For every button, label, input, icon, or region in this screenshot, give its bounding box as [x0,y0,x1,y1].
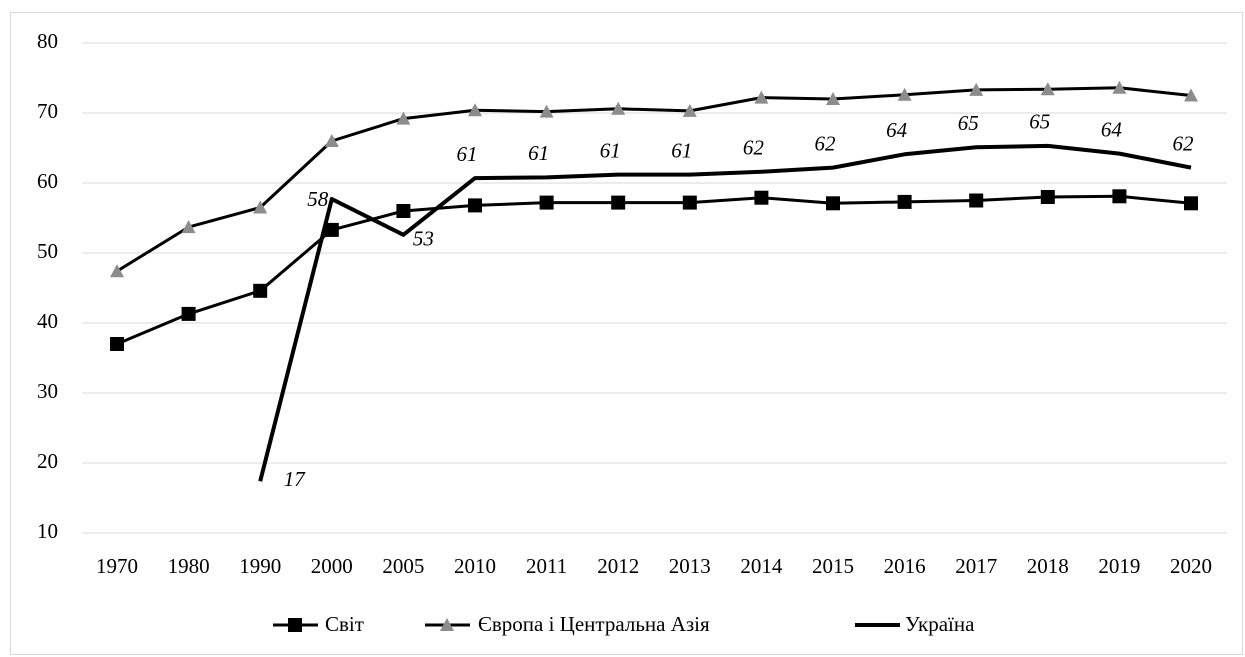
marker [110,264,124,278]
marker [826,196,840,211]
x-tick-label: 2020 [1170,554,1212,578]
x-tick-label: 2010 [454,554,496,578]
legend-label: Світ [325,612,364,636]
data-label: 61 [457,142,478,166]
x-tick-label: 2012 [597,554,639,578]
x-tick-label: 2017 [955,554,997,578]
y-tick-label: 30 [37,379,58,403]
x-tick-label: 2016 [884,554,926,578]
x-tick-label: 2011 [526,554,567,578]
series-line [116,86,1192,273]
marker [539,195,554,210]
marker [181,220,196,234]
marker [682,195,697,210]
x-tick-label: 1970 [96,554,138,578]
marker [324,222,339,237]
marker [1112,189,1127,204]
data-label: 64 [886,118,908,142]
marker [754,190,769,205]
y-tick-label: 10 [37,519,58,543]
marker [324,134,339,147]
marker [611,195,626,210]
y-tick-label: 50 [37,239,58,263]
x-tick-label: 2018 [1027,554,1069,578]
x-tick-label: 1990 [239,554,281,578]
x-tick-label: 2015 [812,554,854,578]
marker [754,90,769,104]
data-label: 65 [1029,110,1050,134]
marker [1112,80,1127,94]
marker [253,200,268,214]
data-label: 53 [413,227,434,251]
x-tick-label: 1980 [168,554,210,578]
data-label: 17 [284,467,307,491]
marker [396,111,411,125]
data-label: 62 [743,136,765,160]
data-label: 58 [307,187,329,211]
data-label: 65 [958,111,979,135]
marker [468,198,482,213]
legend-marker [440,618,454,631]
y-tick-label: 20 [37,449,58,473]
y-tick-label: 70 [37,99,58,123]
y-tick-label: 40 [37,309,58,333]
series-line [116,194,1192,346]
x-tick-label: 2013 [669,554,711,578]
x-tick-label: 2019 [1098,554,1140,578]
marker [396,204,411,218]
marker [826,92,840,105]
legend-label: Європа і Центральна Азія [478,612,710,636]
chart-border [10,12,1243,655]
data-label: 62 [815,131,837,155]
marker [253,283,268,298]
marker [969,193,984,208]
x-tick-label: 2005 [382,554,424,578]
data-label: 61 [600,138,621,162]
marker [1184,196,1198,211]
marker [897,194,912,209]
marker [682,103,697,117]
legend-label: Україна [905,612,975,636]
data-label: 61 [671,138,692,162]
marker [611,101,626,115]
data-label: 61 [528,141,549,165]
x-tick-label: 2000 [311,554,353,578]
marker [897,87,912,101]
data-label: 62 [1173,131,1195,155]
x-tick-label: 2014 [740,554,783,578]
marker [1040,82,1055,96]
series-line [258,143,1192,482]
legend-marker [288,618,302,632]
marker [539,104,554,118]
marker [110,337,124,351]
marker [1184,88,1198,102]
marker [468,103,482,117]
marker [1040,190,1055,204]
marker [969,82,984,96]
y-tick-label: 60 [37,169,58,193]
marker [181,306,196,321]
y-tick-label: 80 [37,29,58,53]
data-label: 64 [1101,117,1123,141]
